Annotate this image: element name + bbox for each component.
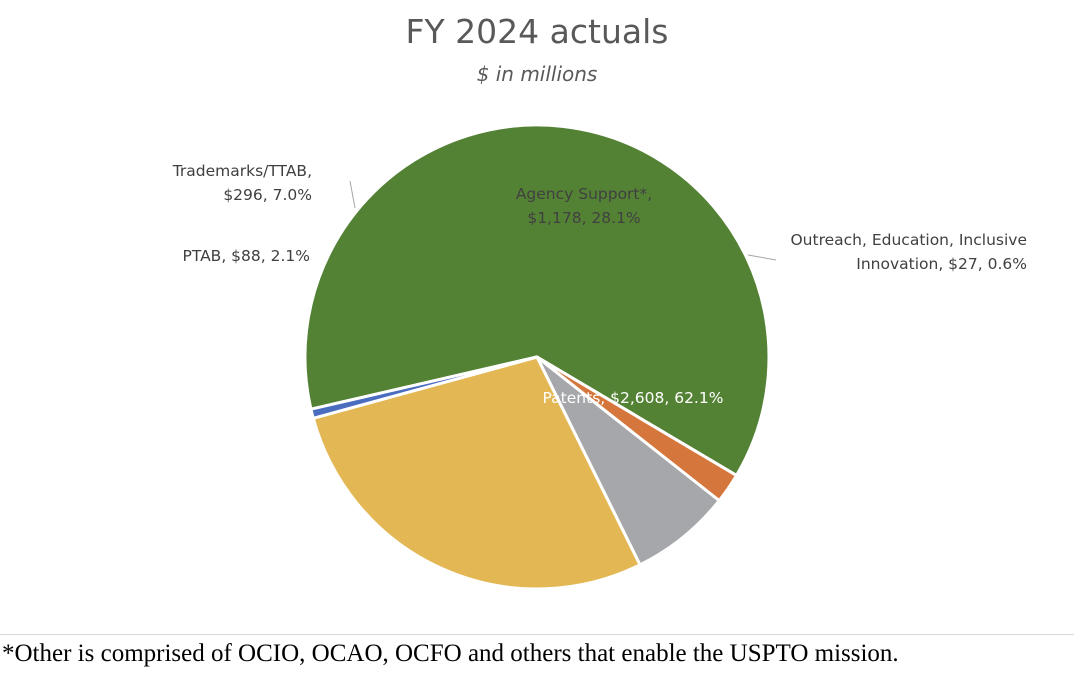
pie-slice-outreach-education-inclusive-innovation: [309, 355, 539, 420]
data-label: Agency Support*,: [516, 185, 652, 203]
footnote-divider: [0, 634, 1074, 635]
data-label: $296, 7.0%: [223, 186, 312, 204]
pie-slice-patents: [303, 123, 771, 477]
data-label: Trademarks/TTAB,: [172, 162, 312, 180]
pie-slice-agency-support: [311, 355, 642, 591]
leader-line: [349, 180, 356, 209]
footnote: *Other is comprised of OCIO, OCAO, OCFO …: [2, 640, 899, 667]
data-label: Patents, $2,608, 62.1%: [543, 389, 724, 407]
pie-slice-trademarks-ttab: [535, 355, 721, 567]
chart-subtitle: $ in millions: [476, 62, 598, 86]
data-label: $1,178, 28.1%: [527, 209, 640, 227]
data-label: Outreach, Education, Inclusive: [790, 231, 1027, 249]
leader-line: [747, 254, 777, 261]
chart-title: FY 2024 actuals: [405, 12, 669, 51]
data-label: PTAB, $88, 2.1%: [182, 247, 310, 265]
pie-chart: Patents, $2,608, 62.1% PTAB, $88, 2.1% Tra…: [172, 123, 1027, 591]
data-label: Innovation, $27, 0.6%: [856, 255, 1027, 273]
